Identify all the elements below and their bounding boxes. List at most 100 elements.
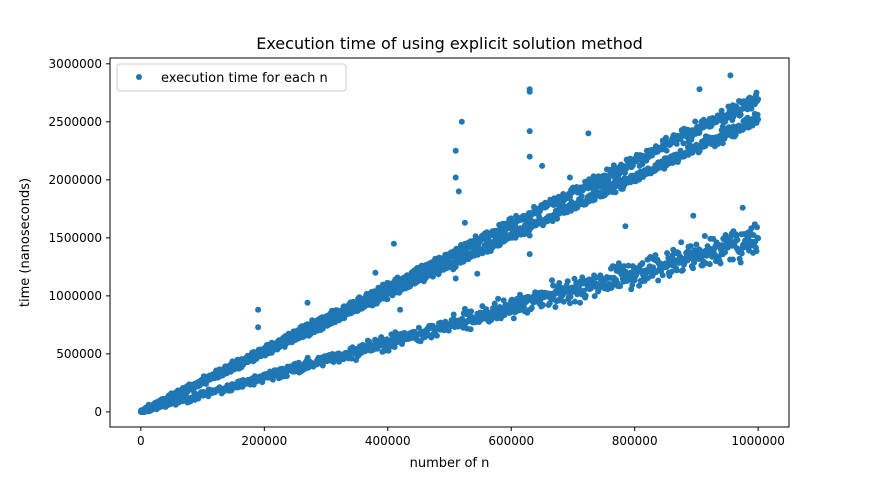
data-points-layer [137,72,762,415]
data-point [540,302,546,308]
x-axis-ticks: 0 200000 400000 600000 800000 1000000 [137,427,785,448]
data-point [729,256,736,263]
data-point [691,259,698,266]
data-point [755,235,762,242]
data-point [567,300,573,307]
y-tick-label: 2000000 [49,173,102,187]
outlier-point [526,251,533,258]
data-point [528,304,535,311]
y-tick-label: 1000000 [49,289,102,303]
data-point [706,261,713,268]
x-tick-label: 800000 [612,434,658,448]
outlier-point [455,188,462,195]
data-point [678,239,685,246]
data-point [692,118,699,125]
data-point [625,262,632,269]
data-point [722,249,728,256]
x-tick-label: 0 [137,434,145,448]
data-point [560,298,567,305]
data-point [510,315,517,322]
outlier-point [255,324,262,331]
data-point [737,259,744,266]
data-point [718,107,725,114]
data-point [629,162,636,169]
data-point [693,241,700,248]
data-point [617,283,623,290]
data-point [433,332,440,339]
outlier-point [696,86,703,93]
outlier-point [526,153,533,160]
outlier-point [739,204,746,211]
outlier-point [372,269,379,276]
outlier-point [458,118,465,125]
data-point [450,311,457,318]
outlier-point [452,263,459,270]
data-point [748,105,755,112]
data-point [385,347,392,354]
data-point [516,307,523,314]
data-point [664,250,671,257]
outlier-point [508,297,515,304]
legend-box [116,63,347,92]
data-point [701,233,708,239]
data-point [582,292,589,299]
data-point [754,224,760,231]
data-point [629,281,636,288]
data-point [591,293,598,300]
outlier-point [452,174,459,181]
data-point [384,296,391,303]
data-point [745,234,752,241]
data-point [319,325,326,332]
x-axis-label: number of n [410,456,490,471]
outlier-point [452,147,459,154]
x-tick-label: 600000 [488,434,534,448]
data-point [663,147,670,154]
data-point [564,278,571,285]
data-point [495,295,502,302]
chart-title: Execution time of using explicit solutio… [256,34,643,53]
outlier-point [727,72,734,79]
data-point [592,274,599,281]
data-point [554,215,561,222]
data-point [415,324,422,331]
y-tick-label: 1500000 [49,231,102,245]
data-point [391,344,398,350]
data-point [655,277,662,284]
data-point [732,131,739,138]
outlier-point [622,223,629,230]
outlier-point [526,88,533,95]
data-point [269,376,276,383]
data-point [687,243,694,250]
outlier-point [690,212,697,219]
data-point [615,260,622,267]
outlier-point [526,232,533,239]
outlier-point [304,299,311,306]
legend-marker [136,74,142,80]
data-point [283,373,290,379]
data-point [680,140,687,147]
data-point [549,277,555,284]
data-point [468,308,475,315]
outlier-point [566,174,573,181]
data-point [567,293,574,300]
data-point [659,272,666,279]
outlier-point [474,270,481,277]
outlier-point [255,306,262,313]
y-tick-label: 500000 [56,347,102,361]
legend-entry: execution time for each n [161,71,328,86]
data-point [556,280,563,286]
data-point [645,275,651,281]
data-point [552,304,559,310]
data-point [546,300,553,307]
data-point [639,260,646,267]
data-point [734,236,741,243]
data-point [753,248,760,255]
data-point [612,189,619,196]
outlier-point [452,275,459,282]
x-tick-label: 200000 [241,434,287,448]
data-point [737,111,744,118]
data-point [755,96,762,103]
data-point [754,111,761,118]
data-point [755,116,762,123]
